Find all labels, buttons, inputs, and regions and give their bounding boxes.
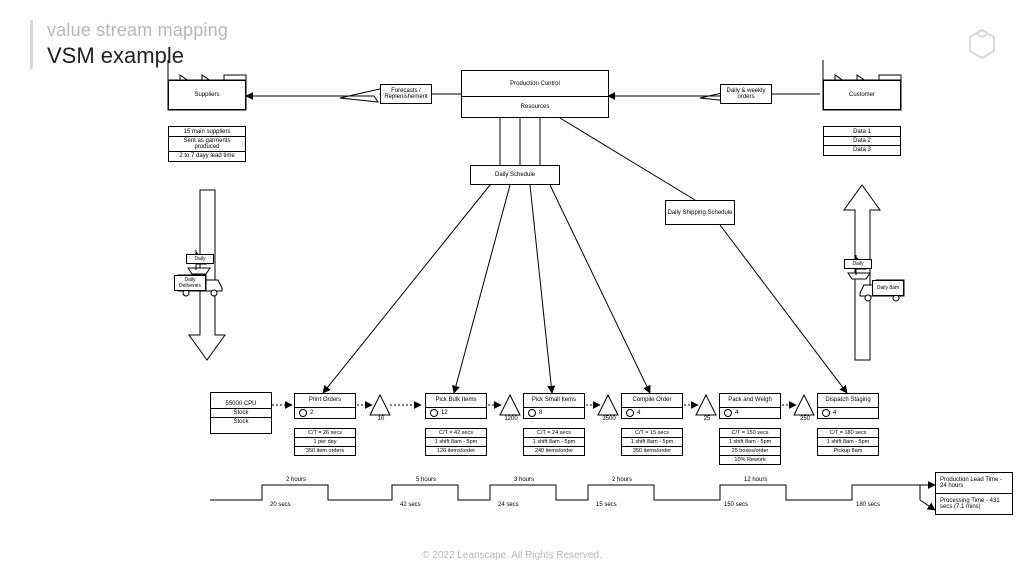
supplier-row: 2 to 7 dayy lead time <box>169 151 245 160</box>
timeline-top: 3 hours <box>514 477 534 483</box>
inventory-qty: 25 <box>700 416 714 422</box>
inventory-qty: 250 <box>798 416 812 422</box>
supplier-row: 15 main suppliers <box>169 128 245 136</box>
processing-time: Processing Time - 431 secs (7.1 mins) <box>936 493 1012 514</box>
cpu-row: Stock <box>211 408 271 417</box>
shipping-schedule-box: Daily Shipping Schedule <box>665 200 735 225</box>
truck-right-label: Daily 8am <box>872 280 904 296</box>
customer-row: Data 3 <box>824 145 900 154</box>
timeline-top: 12 hours <box>744 477 767 483</box>
customer-row: Data 2 <box>824 136 900 145</box>
slide-footer: © 2022 Leanscape. All Rights Reserved. <box>0 550 1024 561</box>
customer-title: Customer <box>849 92 875 98</box>
timeline-bottom: 180 secs <box>856 502 880 508</box>
prod-control-sub: Resources <box>462 96 608 117</box>
truck-left-top: Daily <box>186 254 214 264</box>
customer-data: Data 1 Data 2 Data 3 <box>823 126 901 156</box>
truck-right-top: Daily <box>844 259 872 269</box>
timeline-bottom: 24 secs <box>498 502 519 508</box>
timeline-top: 5 hours <box>416 477 436 483</box>
timeline-bottom: 15 secs <box>596 502 617 508</box>
cpu-row: 55000 CPU <box>211 400 271 408</box>
truck-left-label: Daily Deliveries <box>174 275 206 291</box>
process-data: C/T = 42 secs 1 shift 8am - 5pm 120 item… <box>425 428 487 456</box>
prod-control-title: Production Control <box>462 71 608 96</box>
supplier-data: 15 main suppliers Sent as garments produ… <box>168 126 246 162</box>
supplier-title: Suppliers <box>194 92 219 98</box>
production-control-box: Production Control Resources <box>461 70 609 118</box>
timeline-bottom: 20 secs <box>270 502 291 508</box>
process-dispatch: Dispatch Staging 4 <box>817 393 879 419</box>
vsm-diagram: Suppliers 15 main suppliers Sent as garm… <box>0 0 1024 571</box>
forecast-label: Forecasts / Replenishement <box>380 84 432 104</box>
process-data: C/T = 26 secs 1 per day 350 item orders <box>294 428 356 456</box>
process-pick-small: Pick Small Items 8 <box>523 393 585 419</box>
process-data: C/T = 150 secs 1 shift 8am - 5pm 25 boxe… <box>719 428 781 465</box>
inventory-qty: 3500 <box>600 416 618 422</box>
process-data: C/T = 15 secs 1 shift 8am - 5pm 350 item… <box>621 428 683 456</box>
cpu-row: Stock <box>211 417 271 426</box>
process-data: C/T = 180 secs 1 shift 8am - 5pm Pickup … <box>817 428 879 456</box>
inventory-qty: 1200 <box>502 416 520 422</box>
totals-box: Production Lead Time - 24 hours Processi… <box>935 472 1013 515</box>
customer-box: Customer <box>823 80 901 110</box>
inventory-qty: 10 <box>376 416 386 422</box>
process-pack-weigh: Pack and Weigh 4 <box>719 393 781 419</box>
cpu-stock-box: 55000 CPU Stock Stock <box>210 392 272 434</box>
process-pick-bulk: Pick Bulk Items 12 <box>425 393 487 419</box>
process-compile-order: Compile Order 4 <box>621 393 683 419</box>
timeline-top: 2 hours <box>612 477 632 483</box>
supplier-box: Suppliers <box>168 80 246 110</box>
lead-time: Production Lead Time - 24 hours <box>936 473 1012 493</box>
daily-schedule-box: Daily Schedule <box>470 165 560 185</box>
timeline-top: 2 hours <box>286 477 306 483</box>
process-print-orders: Print Orders 2 <box>294 393 356 419</box>
timeline-bottom: 42 secs <box>400 502 421 508</box>
customer-row: Data 1 <box>824 128 900 136</box>
supplier-row: Sent as garments produced <box>169 136 245 151</box>
orders-label: Daily & weekly orders <box>720 84 772 104</box>
process-data: C/T = 24 secs 1 shift 8am - 5pm 240 item… <box>523 428 585 456</box>
timeline-bottom: 150 secs <box>724 502 748 508</box>
